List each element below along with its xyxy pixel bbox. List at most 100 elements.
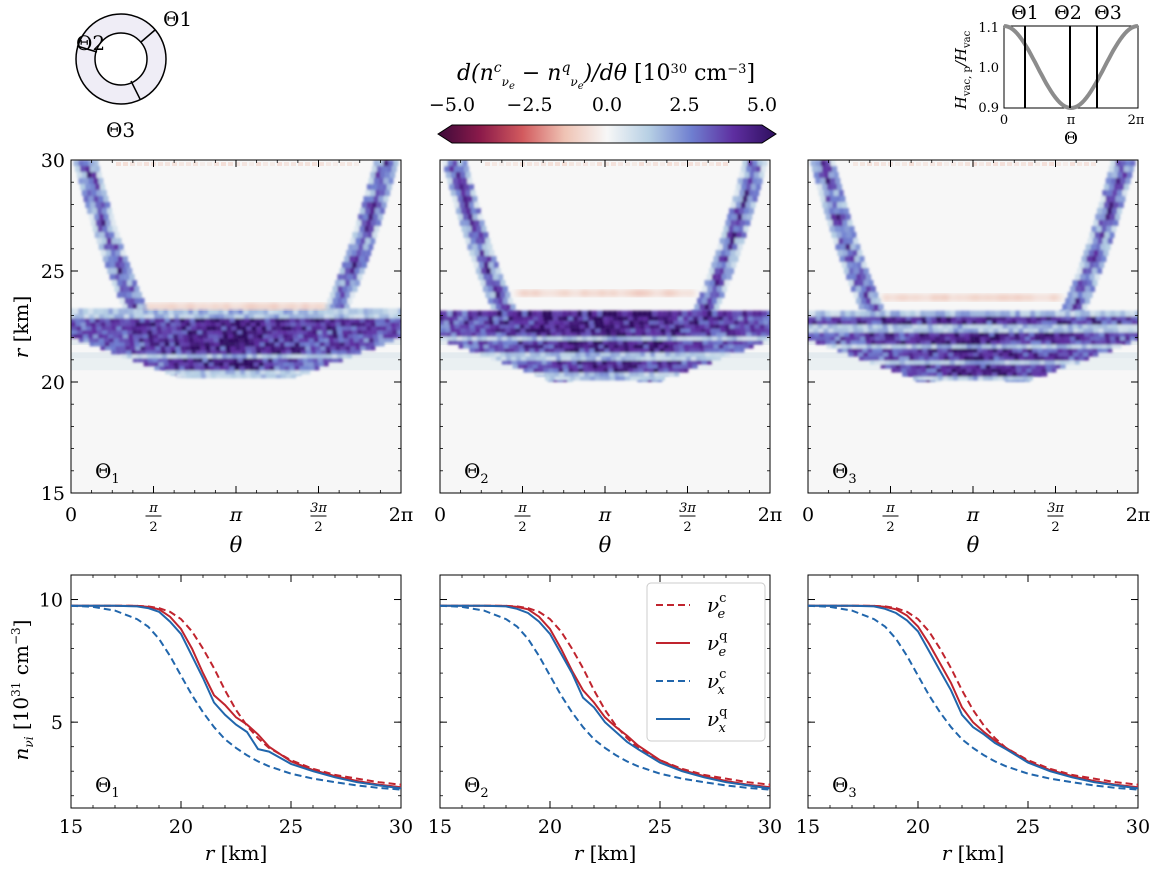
heatmap-top-cell (867, 162, 872, 166)
heatmap-ytick-label: 25 (41, 261, 65, 283)
heatmap-bowl (808, 310, 1138, 381)
colorbar-tick: −5.0 (429, 94, 475, 116)
heatmap-top-cell (660, 162, 665, 166)
heatmap-xtick-pi-half-num: π (517, 501, 527, 516)
heatmap-top-cell (1049, 162, 1054, 166)
heatmap-top-cell (1000, 162, 1005, 166)
heatmap-top-cell (513, 162, 518, 166)
heatmap-xtick-label: 0 (65, 504, 77, 526)
line-xtick-label: 30 (389, 816, 413, 838)
heatmap-top-cell (256, 162, 261, 166)
line-xtick-label: 25 (279, 816, 303, 838)
heatmap-top-cell (193, 162, 198, 166)
series-line-2 (807, 604, 1139, 791)
heatmap-top-cell (923, 162, 928, 166)
series-line-3 (71, 604, 402, 790)
heatmap-top-cell (1070, 162, 1075, 166)
heatmap-top-cell (333, 162, 338, 166)
heatmap-top-cell (986, 162, 991, 166)
legend-label: νc x (707, 667, 726, 698)
heatmap-top-cell (123, 162, 128, 166)
heatmap-xtick-label: 0 (802, 504, 814, 526)
heatmap-top-cell (583, 162, 588, 166)
heatmap-top-cell (951, 162, 956, 166)
heatmap-top-cell (1077, 162, 1082, 166)
heatmap-top-cell (228, 162, 233, 166)
series-line-3 (440, 604, 771, 790)
legend-label: νq e (707, 629, 728, 660)
heatmap-top-cell (688, 162, 693, 166)
heatmap-top-cell (298, 162, 303, 166)
heatmap-cells (71, 160, 401, 493)
heatmap-top-cell (534, 162, 539, 166)
heatmap-xtick-3pi-half-den: 2 (683, 520, 691, 535)
heatmap-top-cell (916, 162, 921, 166)
heatmap-xtick-3pi-half-num: 3π (310, 501, 327, 516)
heatmap-top-cell (937, 162, 942, 166)
heatmap-xlabel: θ (599, 533, 612, 557)
series-line-1 (440, 604, 771, 789)
heatmap-xtick-label: 2π (758, 504, 783, 526)
heatmap-top-cell (144, 162, 149, 166)
heatmap-top-cell (137, 162, 142, 166)
heatmap-top-cell (709, 162, 714, 166)
heatmap-top-cell (895, 162, 900, 166)
h-xlabel: Θ (1064, 129, 1078, 149)
heatmap-top-cell (1042, 162, 1047, 166)
heatmap-top-cell (319, 162, 324, 166)
heatmap-top-cell (972, 162, 977, 166)
heatmap-top-cell (270, 162, 275, 166)
heatmap-top-cell (284, 162, 289, 166)
line-xtick-label: 15 (796, 816, 820, 838)
heatmap-xtick-3pi-half-den: 2 (1051, 520, 1059, 535)
heatmap-top-cell (944, 162, 949, 166)
h-theta-3: Θ3 (1094, 2, 1122, 24)
heatmap-top-cell (116, 162, 121, 166)
heatmap-top-cell (312, 162, 317, 166)
heatmap-xtick-label: π (966, 504, 980, 526)
heatmap-top-cell (326, 162, 331, 166)
heatmap-top-cell (618, 162, 623, 166)
ring-label-3: Θ3 (106, 118, 135, 142)
h-ylabel: Hvac, p/Hvac (952, 30, 973, 110)
heatmap-top-cell (1021, 162, 1026, 166)
heatmap-top-cell (611, 162, 616, 166)
heatmap-top-cell (930, 162, 935, 166)
heatmap-top-cell (979, 162, 984, 166)
h-ytick-2: 1.1 (978, 21, 999, 36)
heatmap-top-cell (340, 162, 345, 166)
heatmap-top-cell (555, 162, 560, 166)
line-ylabel: nνi [1031 cm−3] (9, 620, 36, 761)
line-xtick-label: 25 (1016, 816, 1040, 838)
colorbar-tick: −2.5 (506, 94, 552, 116)
heatmap-ylabel: r [km] (9, 296, 33, 359)
line-ytick-label: 5 (51, 712, 63, 734)
heatmap-xtick-label: 0 (434, 504, 446, 526)
line-xtick-label: 20 (906, 816, 930, 838)
heatmap-top-cell (263, 162, 268, 166)
heatmap-top-cell (499, 162, 504, 166)
h-xtick-2: 2π (1128, 113, 1145, 128)
heatmap-top-cell (130, 162, 135, 166)
heatmap-top-cell (1056, 162, 1061, 166)
series-line-1 (808, 604, 1139, 789)
heatmap-top-cell (681, 162, 686, 166)
heatmap-cells (440, 160, 770, 493)
heatmap-top-cell (646, 162, 651, 166)
line-xtick-label: 20 (169, 816, 193, 838)
legend-box (646, 582, 766, 742)
ring-label-2: Θ2 (76, 31, 105, 55)
heatmap-top-cell (632, 162, 637, 166)
h-ytick-1: 1.0 (978, 61, 999, 76)
legend-label: νq x (707, 705, 728, 736)
line-xtick-label: 15 (428, 816, 452, 838)
heatmap-xlabel: θ (967, 533, 980, 557)
colorbar-tick: 5.0 (747, 94, 777, 116)
heatmap-top-cell (674, 162, 679, 166)
heatmap-top-cell (242, 162, 247, 166)
heatmap-top-cell (165, 162, 170, 166)
heatmap-top-cell (881, 162, 886, 166)
